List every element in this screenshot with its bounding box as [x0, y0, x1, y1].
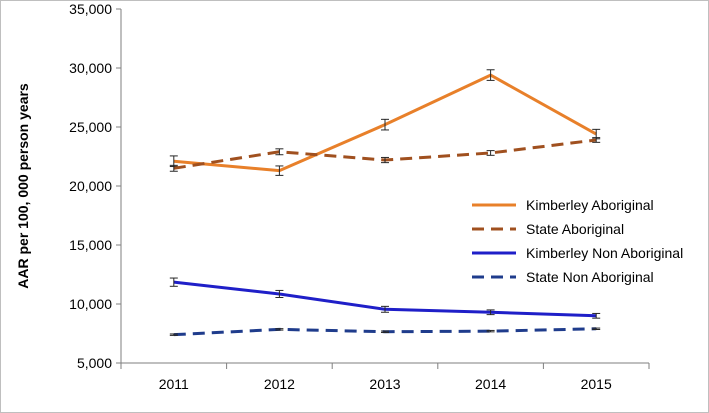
error-bar [169, 333, 178, 336]
y-tick-label: 5,000 [77, 355, 112, 371]
series-3 [169, 277, 601, 319]
x-tick-label: 2014 [475, 376, 506, 392]
error-bar [381, 118, 389, 131]
legend-item: Kimberley Aboriginal [472, 197, 654, 213]
x-tick-labels: 2011 2012 2013 2014 2015 [159, 376, 612, 392]
error-bar [275, 165, 284, 176]
series-4 [169, 327, 601, 337]
error-bar [275, 148, 284, 156]
error-bar [486, 150, 495, 156]
legend: Kimberley Aboriginal State Aboriginal Kimb… [472, 197, 683, 285]
x-tick-label: 2011 [159, 376, 189, 392]
x-tick-label: 2015 [581, 376, 612, 392]
series-2 [169, 137, 601, 172]
error-bar [381, 156, 389, 164]
error-bar [486, 309, 495, 316]
x-tick-label: 2013 [369, 376, 400, 392]
legend-label: Kimberley Non Aboriginal [526, 245, 683, 261]
legend-label: State Aboriginal [526, 221, 624, 237]
y-tick-label: 35,000 [69, 1, 112, 17]
error-bar [381, 305, 389, 313]
y-tick-label: 20,000 [69, 178, 112, 194]
legend-item: Kimberley Non Aboriginal [472, 245, 683, 261]
legend-label: State Non Aboriginal [526, 269, 654, 285]
error-bar [169, 277, 178, 287]
error-bar [275, 328, 284, 331]
y-tick-label: 25,000 [69, 119, 112, 135]
x-tick-label: 2012 [264, 376, 295, 392]
y-tick-labels: 5,000 10,000 15,000 20,000 25,000 30,000 35,00… [69, 1, 112, 371]
series-group [169, 69, 601, 337]
error-bar [486, 329, 495, 333]
y-tick-label: 15,000 [69, 237, 112, 253]
error-bar [486, 69, 495, 81]
error-bar [592, 312, 601, 319]
legend-label: Kimberley Aboriginal [526, 197, 654, 213]
error-bar [381, 330, 389, 333]
error-bar [592, 137, 601, 143]
y-tick-label: 30,000 [69, 60, 112, 76]
error-bar [169, 164, 178, 172]
legend-item: State Non Aboriginal [472, 269, 654, 285]
error-bar [592, 327, 601, 330]
error-bar [275, 289, 284, 299]
y-axis-title: AAR per 100, 000 person years [15, 83, 31, 289]
series-1 [169, 69, 601, 176]
series-line [173, 138, 597, 170]
axes [116, 8, 650, 369]
legend-item: State Aboriginal [472, 221, 624, 237]
y-tick-label: 10,000 [69, 296, 112, 312]
